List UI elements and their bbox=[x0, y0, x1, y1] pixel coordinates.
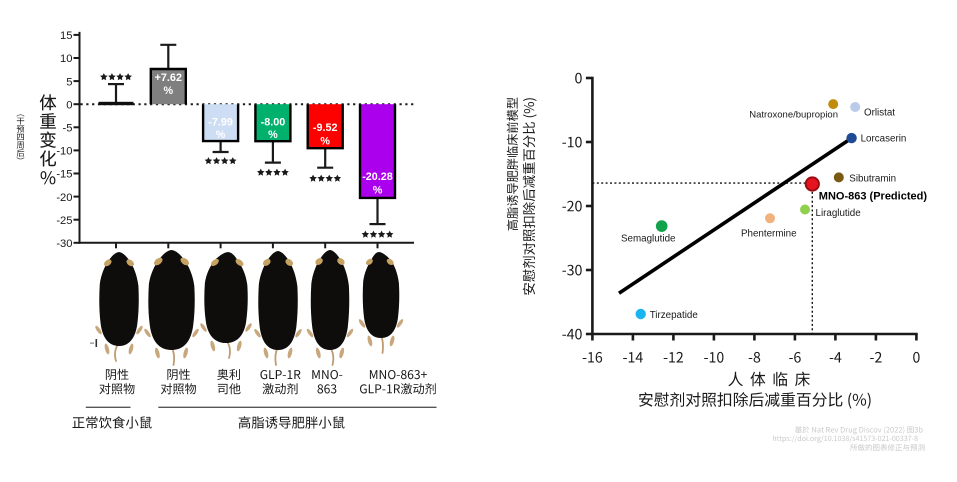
svg-text:15: 15 bbox=[60, 30, 72, 42]
svg-text:10: 10 bbox=[60, 53, 72, 65]
svg-text:-5: -5 bbox=[63, 123, 73, 135]
svg-text:MNO-863 (Predicted): MNO-863 (Predicted) bbox=[819, 191, 928, 203]
svg-text:5: 5 bbox=[66, 76, 72, 88]
svg-text:%: % bbox=[216, 129, 226, 141]
svg-text:-30: -30 bbox=[56, 238, 72, 250]
svg-text:%: % bbox=[320, 136, 330, 148]
svg-text:-10: -10 bbox=[56, 146, 72, 158]
svg-text:Liraglutide: Liraglutide bbox=[816, 208, 862, 219]
svg-text:Phentermine: Phentermine bbox=[741, 229, 797, 240]
svg-text:-25: -25 bbox=[56, 215, 72, 227]
svg-text:%: % bbox=[268, 129, 278, 141]
svg-text:-20: -20 bbox=[56, 192, 72, 204]
svg-text:%: % bbox=[373, 185, 383, 197]
svg-text:Orlistat: Orlistat bbox=[864, 108, 895, 119]
svg-text:+7.62: +7.62 bbox=[155, 72, 182, 84]
svg-text:-20.28: -20.28 bbox=[362, 171, 393, 183]
svg-text:-7.99: -7.99 bbox=[208, 117, 233, 129]
svg-text:%: % bbox=[163, 85, 173, 97]
svg-text:Lorcaserin: Lorcaserin bbox=[861, 134, 907, 145]
svg-text:-9.52: -9.52 bbox=[313, 122, 338, 134]
svg-text:0: 0 bbox=[66, 99, 72, 111]
svg-text:Sibutramin: Sibutramin bbox=[849, 174, 896, 185]
svg-text:-8.00: -8.00 bbox=[261, 117, 286, 129]
svg-text:Natroxone/bupropion: Natroxone/bupropion bbox=[749, 110, 838, 121]
svg-text:-15: -15 bbox=[56, 169, 72, 181]
svg-text:Tirzepatide: Tirzepatide bbox=[650, 310, 699, 321]
svg-text:Semaglutide: Semaglutide bbox=[621, 233, 676, 244]
